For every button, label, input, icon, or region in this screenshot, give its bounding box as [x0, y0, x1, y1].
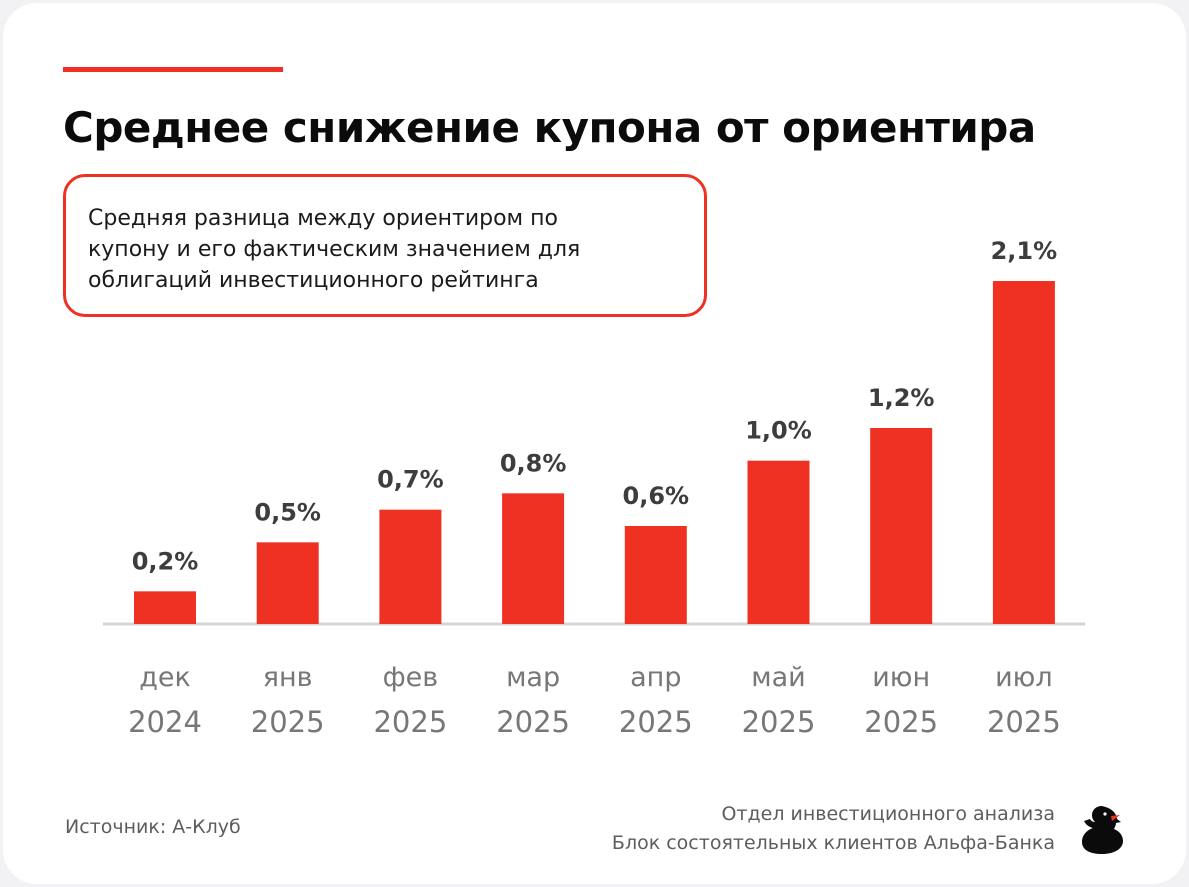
x-tick-label: июл [995, 662, 1053, 693]
bar [624, 526, 687, 624]
x-tick-label: 2025 [987, 705, 1061, 739]
bar [992, 281, 1055, 624]
accent-line [63, 67, 283, 72]
x-tick-label: дек [139, 662, 191, 693]
x-tick-label: 2024 [128, 705, 202, 739]
source-note: Источник: А-Клуб [65, 816, 241, 838]
bar [870, 428, 933, 624]
bar [747, 460, 810, 624]
data-label: 0,6% [623, 482, 690, 510]
x-tick-label: 2025 [742, 705, 816, 739]
data-label: 0,7% [377, 466, 444, 494]
infographic-card: Среднее снижение купона от ориентира Сре… [3, 3, 1186, 884]
x-tick-label: июн [872, 662, 930, 693]
bar [256, 542, 319, 624]
chart-title: Среднее снижение купона от ориентира [63, 103, 1036, 152]
subtitle-line: купону и его фактическим значением для [88, 237, 581, 262]
data-label: 1,0% [745, 417, 812, 445]
data-label: 0,5% [254, 498, 321, 526]
x-tick-label: 2025 [496, 705, 570, 739]
bar [502, 493, 565, 624]
data-label: 2,1% [991, 237, 1058, 265]
data-label: 0,8% [500, 449, 567, 477]
bar [379, 509, 442, 624]
bar [134, 591, 196, 624]
credit-block: Отдел инвестиционного анализа Блок состо… [612, 800, 1055, 858]
x-tick-label: янв [263, 662, 313, 693]
data-label: 0,2% [132, 547, 199, 575]
duck-logo-icon [1082, 806, 1123, 854]
credit-line: Блок состоятельных клиентов Альфа-Банка [611, 832, 1055, 854]
x-tick-label: 2025 [619, 705, 693, 739]
x-tick-label: фев [383, 662, 439, 693]
x-tick-label: май [751, 662, 805, 693]
credit-line: Отдел инвестиционного анализа [721, 803, 1055, 825]
data-label: 1,2% [868, 384, 935, 412]
x-tick-label: 2025 [373, 705, 447, 739]
x-tick-label: 2025 [251, 705, 325, 739]
subtitle-line: Средняя разница между ориентиром по [88, 206, 558, 231]
subtitle-box: Средняя разница между ориентиром по купо… [63, 174, 707, 317]
x-tick-label: 2025 [864, 705, 938, 739]
subtitle-line: облигаций инвестиционного рейтинга [88, 268, 539, 293]
x-tick-label: апр [630, 662, 681, 693]
x-tick-label: мар [506, 662, 560, 693]
